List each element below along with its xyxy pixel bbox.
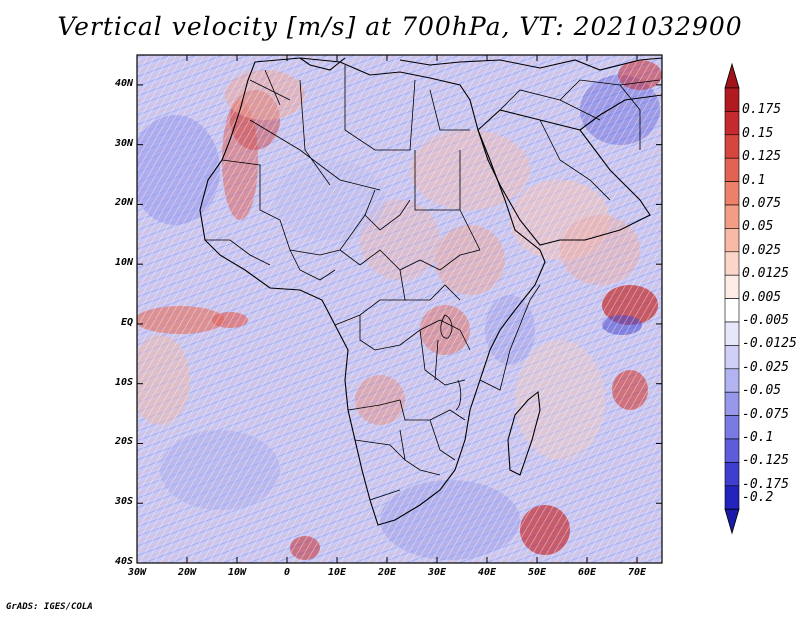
colorbar-swatch bbox=[724, 134, 740, 159]
colorbar-bottom-arrow bbox=[724, 508, 740, 535]
colorbar-swatch bbox=[724, 462, 740, 487]
colorbar-swatch bbox=[724, 204, 740, 229]
colorbar-swatch bbox=[724, 485, 740, 510]
lat-tick-label: 30N bbox=[114, 137, 133, 149]
colorbar-swatch bbox=[724, 181, 740, 206]
lat-tick-label: EQ bbox=[120, 316, 133, 328]
lon-tick-label: 70E bbox=[627, 567, 647, 578]
field-streaks bbox=[137, 55, 662, 563]
colorbar-label: -0.2 bbox=[742, 489, 774, 505]
colorbar-top-arrow bbox=[724, 62, 740, 89]
colorbar-swatch bbox=[724, 111, 740, 136]
colorbar-label: 0.005 bbox=[742, 289, 782, 305]
colorbar-label: 0.05 bbox=[742, 219, 774, 235]
colorbar-swatch bbox=[724, 415, 740, 440]
lon-tick-label: 40E bbox=[477, 567, 497, 578]
lon-tick-label: 50E bbox=[527, 567, 547, 578]
colorbar-label: -0.125 bbox=[742, 453, 789, 469]
colorbar-label: 0.0125 bbox=[742, 266, 789, 282]
lat-tick-label: 40S bbox=[114, 556, 133, 567]
colorbar bbox=[724, 62, 740, 535]
colorbar-swatch bbox=[724, 298, 740, 323]
country-borders bbox=[205, 65, 661, 501]
grads-credit: GrADS: IGES/COLA bbox=[6, 602, 93, 612]
colorbar-swatch bbox=[724, 438, 740, 463]
colorbar-swatch bbox=[724, 228, 740, 253]
colorbar-label: -0.0125 bbox=[742, 336, 797, 352]
colorbar-label: 0.1 bbox=[742, 172, 766, 188]
lon-tick-label: 10W bbox=[227, 567, 247, 578]
colorbar-swatch bbox=[724, 251, 740, 276]
colorbar-label: 0.025 bbox=[742, 242, 782, 258]
colorbar-label: -0.075 bbox=[742, 406, 789, 422]
axis-ticks bbox=[136, 55, 662, 564]
colorbar-swatch bbox=[724, 391, 740, 416]
colorbar-swatch bbox=[724, 345, 740, 370]
lon-tick-label: 0 bbox=[283, 567, 291, 578]
colorbar-label: 0.075 bbox=[742, 196, 782, 211]
lon-tick-label: 60E bbox=[577, 567, 597, 578]
lon-tick-label: 30W bbox=[127, 567, 147, 578]
colorbar-label: -0.1 bbox=[742, 430, 774, 445]
map-title: Vertical velocity [m/s] at 700hPa, VT: 2… bbox=[57, 12, 743, 41]
colorbar-label: -0.175 bbox=[742, 476, 789, 492]
lon-tick-label: 10E bbox=[327, 567, 347, 578]
lon-tick-label: 20W bbox=[177, 567, 197, 578]
colorbar-swatch bbox=[724, 368, 740, 393]
lat-tick-label: 10N bbox=[114, 257, 133, 269]
colorbar-label: -0.005 bbox=[742, 313, 789, 328]
colorbar-swatch bbox=[724, 321, 740, 346]
colorbar-swatch bbox=[724, 274, 740, 299]
lat-tick-label: 20S bbox=[114, 436, 133, 448]
colorbar-swatch bbox=[724, 87, 740, 112]
lat-tick-label: 20N bbox=[114, 197, 133, 209]
colorbar-label: 0.125 bbox=[742, 149, 782, 165]
lat-tick-label: 10S bbox=[114, 376, 133, 388]
coastlines bbox=[199, 57, 662, 526]
lon-tick-label: 20E bbox=[377, 567, 397, 578]
plot-frame bbox=[136, 54, 663, 564]
lat-tick-label: 40N bbox=[114, 77, 133, 89]
colorbar-label: 0.15 bbox=[742, 125, 774, 141]
lon-tick-label: 30E bbox=[427, 567, 447, 578]
lat-tick-label: 30S bbox=[114, 496, 133, 508]
colorbar-label: -0.025 bbox=[742, 359, 789, 375]
colorbar-label: -0.05 bbox=[742, 383, 782, 399]
colorbar-label: 0.175 bbox=[742, 102, 782, 118]
colorbar-swatch bbox=[724, 157, 740, 182]
